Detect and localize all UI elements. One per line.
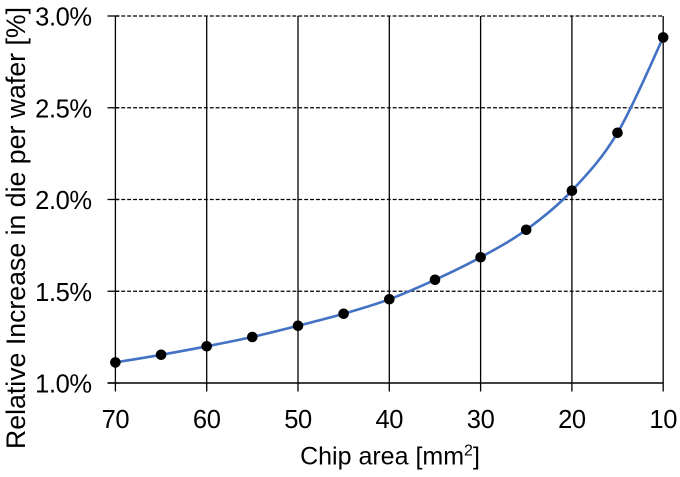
svg-text:10: 10 [649, 406, 677, 434]
svg-text:1.5%: 1.5% [35, 279, 92, 307]
svg-text:1.0%: 1.0% [35, 371, 92, 399]
svg-text:20: 20 [558, 406, 586, 434]
svg-text:30: 30 [467, 406, 495, 434]
svg-text:40: 40 [376, 406, 404, 434]
svg-text:60: 60 [193, 406, 221, 434]
svg-text:3.0%: 3.0% [35, 4, 92, 32]
svg-text:2.0%: 2.0% [35, 187, 92, 215]
svg-text:Relative Increase in die per w: Relative Increase in die per wafer [%] [1, 7, 31, 449]
svg-text:Chip area [mm2]: Chip area [mm2] [300, 443, 480, 471]
svg-text:70: 70 [102, 406, 130, 434]
svg-text:50: 50 [284, 406, 312, 434]
svg-text:2.5%: 2.5% [35, 95, 92, 123]
